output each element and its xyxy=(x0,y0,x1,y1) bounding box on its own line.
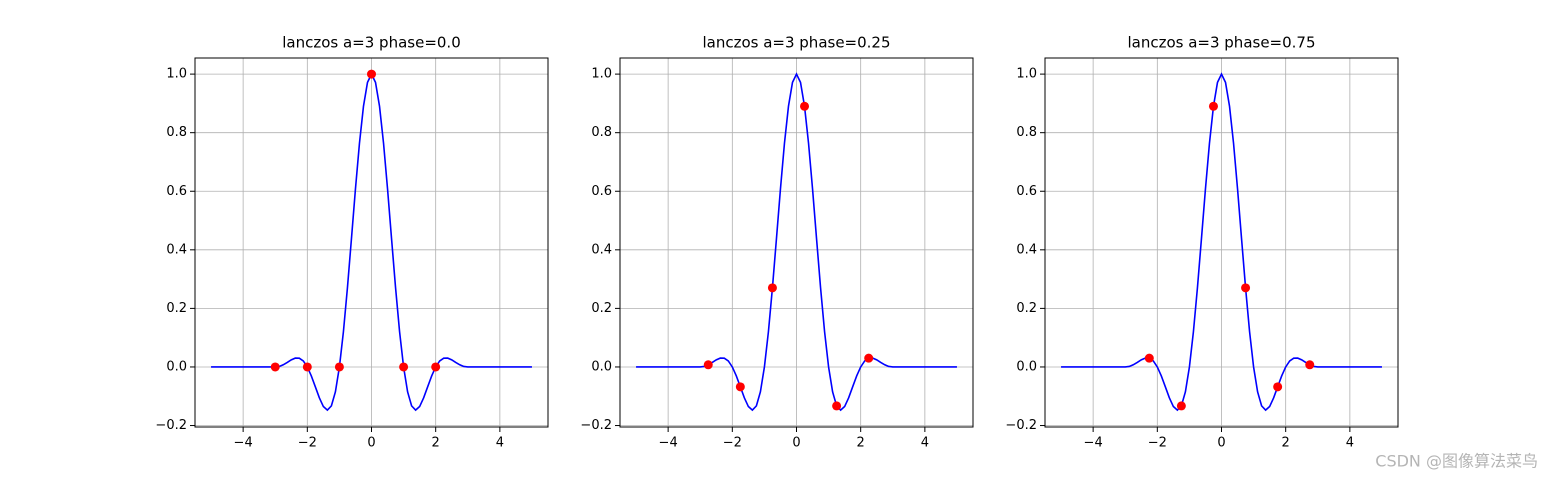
x-tick-label: 2 xyxy=(857,436,865,451)
y-tick-label: 1.0 xyxy=(166,67,187,82)
sample-point xyxy=(1144,353,1154,363)
x-tick-label: 0 xyxy=(1217,436,1225,451)
chart-title: lanczos a=3 phase=0.75 xyxy=(1127,34,1315,52)
sample-point xyxy=(334,362,344,372)
sample-point xyxy=(767,283,777,293)
x-tick-label: 4 xyxy=(496,436,504,451)
y-tick-label: 0.8 xyxy=(1016,125,1037,140)
axes-frame xyxy=(194,57,549,428)
sample-point xyxy=(431,362,441,372)
y-tick-label: 0.0 xyxy=(166,359,187,374)
y-tick-label: 0.2 xyxy=(591,301,612,316)
x-tick-label: −2 xyxy=(1148,436,1167,451)
y-tick-label: 0.4 xyxy=(1016,242,1037,257)
sample-point xyxy=(367,69,376,79)
sample-point xyxy=(1241,283,1251,293)
x-tick-label: −4 xyxy=(659,436,678,451)
axes-frame xyxy=(619,57,974,428)
axes-frame xyxy=(1044,57,1399,428)
x-tick-label: 0 xyxy=(792,436,800,451)
y-tick-label: 0.6 xyxy=(591,184,612,199)
chart-title: lanczos a=3 phase=0.25 xyxy=(702,34,890,52)
y-tick-label: 0.0 xyxy=(1016,359,1037,374)
y-tick-label: 0.0 xyxy=(591,359,612,374)
x-tick-label: 4 xyxy=(1346,436,1354,451)
y-tick-label: 0.4 xyxy=(166,242,187,257)
y-tick-label: 0.8 xyxy=(591,125,612,140)
x-tick-label: −2 xyxy=(298,436,317,451)
y-tick-label: 0.4 xyxy=(591,242,612,257)
sample-point xyxy=(1273,382,1283,392)
x-tick-label: 2 xyxy=(432,436,440,451)
sample-point xyxy=(270,362,280,372)
y-tick-label: −0.2 xyxy=(155,418,187,433)
x-tick-label: 4 xyxy=(921,436,929,451)
sample-point xyxy=(800,101,810,111)
sample-point xyxy=(1305,360,1315,370)
x-tick-label: −2 xyxy=(723,436,742,451)
y-tick-label: 1.0 xyxy=(591,67,612,82)
y-tick-label: −0.2 xyxy=(580,418,612,433)
y-tick-label: 1.0 xyxy=(1016,67,1037,82)
y-tick-label: −0.2 xyxy=(1005,418,1037,433)
sample-point xyxy=(1208,101,1218,111)
chart-title: lanczos a=3 phase=0.0 xyxy=(282,34,461,52)
y-tick-label: 0.2 xyxy=(166,301,187,316)
sample-point xyxy=(1176,401,1186,411)
y-tick-label: 0.8 xyxy=(166,125,187,140)
x-tick-label: −4 xyxy=(1084,436,1103,451)
y-tick-label: 0.6 xyxy=(166,184,187,199)
watermark: CSDN @图像算法菜鸟 xyxy=(1375,452,1538,471)
y-tick-label: 0.6 xyxy=(1016,184,1037,199)
x-tick-label: 2 xyxy=(1282,436,1290,451)
sample-point xyxy=(703,360,713,370)
y-tick-label: 0.2 xyxy=(1016,301,1037,316)
sample-point xyxy=(302,362,312,372)
sample-point xyxy=(735,382,745,392)
sample-point xyxy=(864,353,874,363)
sample-point xyxy=(399,362,409,372)
x-tick-label: −4 xyxy=(234,436,253,451)
sample-point xyxy=(832,401,842,411)
x-tick-label: 0 xyxy=(367,436,375,451)
